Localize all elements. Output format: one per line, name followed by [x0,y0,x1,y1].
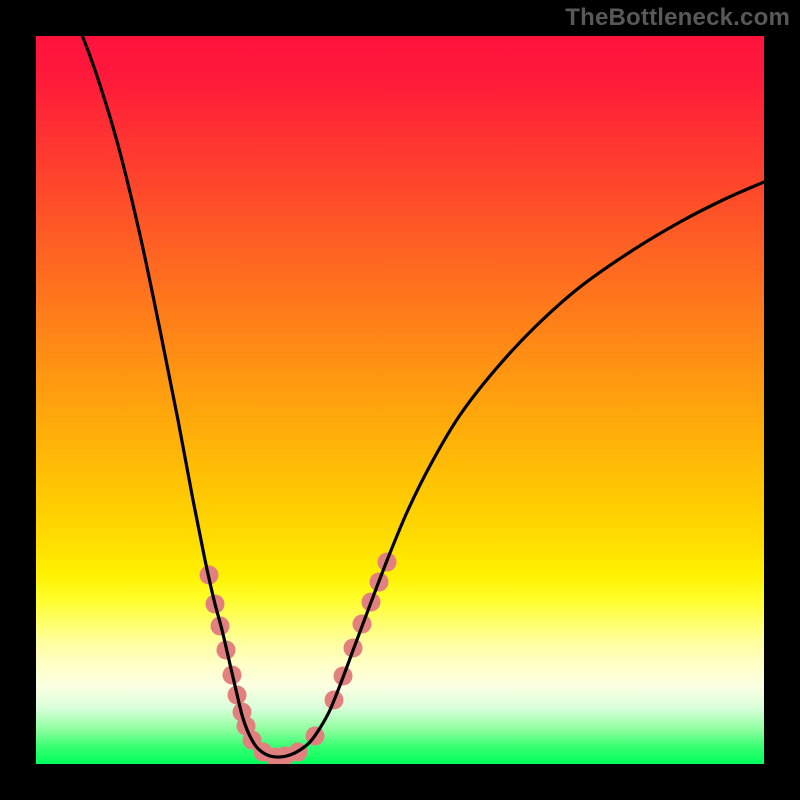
chart-frame: TheBottleneck.com [0,0,800,800]
bottleneck-chart [0,0,800,800]
chart-background-gradient [36,36,764,764]
